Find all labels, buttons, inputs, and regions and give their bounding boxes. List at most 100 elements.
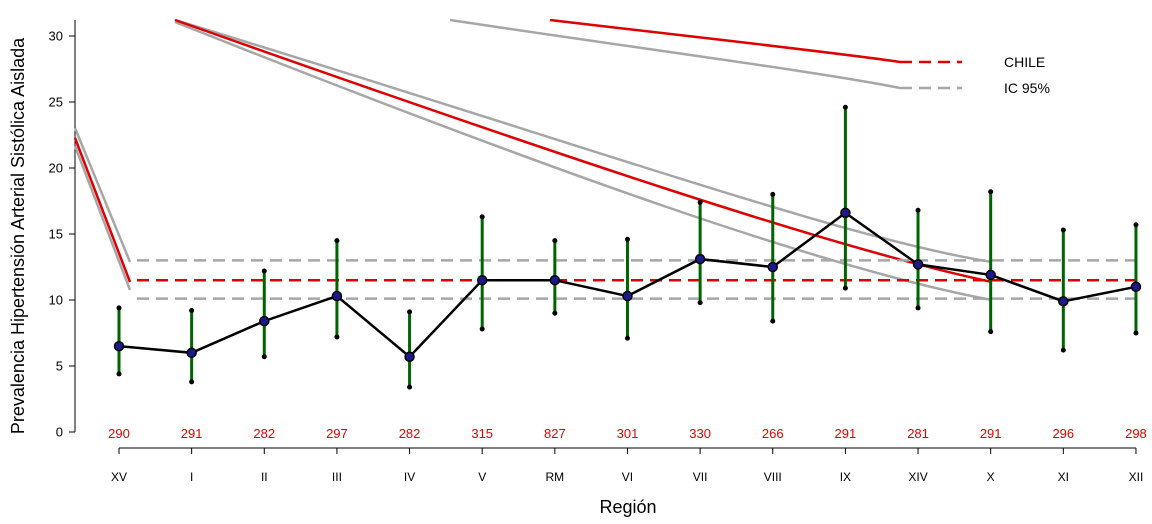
data-point xyxy=(476,274,488,286)
x-tick-label: VI xyxy=(622,470,633,484)
sample-size-label: 330 xyxy=(689,426,711,441)
x-tick-label: XV xyxy=(111,470,127,484)
error-bar-upper-cap xyxy=(407,309,413,315)
sample-size-label: 266 xyxy=(762,426,784,441)
error-bar-upper-cap xyxy=(624,236,630,242)
error-bar-upper-cap xyxy=(988,189,994,195)
error-bar-lower-cap xyxy=(988,329,994,335)
error-bar-lower-cap xyxy=(261,354,267,360)
x-tick-label: I xyxy=(190,470,193,484)
data-point xyxy=(1130,281,1142,293)
sample-size-label: 290 xyxy=(108,426,130,441)
x-tick-label: III xyxy=(332,470,342,484)
x-tick-label: X xyxy=(987,470,995,484)
y-tick-label: 10 xyxy=(49,293,63,308)
x-axis: XV I II III IV V RM VI VII VIII IX XIV X XI XII xyxy=(111,447,1144,484)
data-point xyxy=(186,347,197,359)
legend: CHILE IC 95% xyxy=(900,54,1050,96)
error-bar-lower-cap xyxy=(189,379,195,385)
data-point xyxy=(331,290,343,302)
error-bar-upper-cap xyxy=(770,191,776,197)
y-tick-label: 5 xyxy=(56,359,63,374)
sample-size-label: 282 xyxy=(253,426,275,441)
sample-size-label: 827 xyxy=(544,426,566,441)
y-axis-title: Prevalencia Hipertensión Arterial Sistól… xyxy=(8,37,28,434)
data-point xyxy=(840,207,851,219)
error-bar-lower-cap xyxy=(116,371,122,377)
data-point xyxy=(985,269,996,281)
error-bar-upper-cap xyxy=(334,238,340,244)
error-bar-lower-cap xyxy=(697,300,703,306)
x-axis-title: Región xyxy=(599,497,656,517)
error-bar-upper-cap xyxy=(116,305,122,311)
x-tick-label: IX xyxy=(840,470,851,484)
y-tick-label: 30 xyxy=(49,29,63,44)
error-bar-lower-cap xyxy=(1133,330,1139,336)
reference-lines xyxy=(137,259,1136,300)
sample-size-label: 298 xyxy=(1125,426,1147,441)
x-tick-label: XIV xyxy=(908,470,927,484)
legend-reference-label: CHILE xyxy=(1004,54,1045,70)
x-tick-label: II xyxy=(261,470,268,484)
data-points xyxy=(113,207,1142,363)
x-tick-label: VII xyxy=(693,470,708,484)
error-bar-lower-cap xyxy=(770,318,776,324)
x-tick-label: IV xyxy=(404,470,415,484)
sample-size-label: 291 xyxy=(980,426,1002,441)
sample-size-label: 297 xyxy=(326,426,348,441)
error-bar-lower-cap xyxy=(334,334,340,340)
y-tick-label: 25 xyxy=(49,95,63,110)
decorative-curves xyxy=(73,18,993,302)
error-bar-lower-cap xyxy=(842,285,848,291)
y-axis: 0 5 10 15 20 25 30 xyxy=(49,20,76,440)
error-bar-lower-cap xyxy=(552,310,558,316)
decorative-ci-curve xyxy=(73,127,132,263)
data-point xyxy=(622,290,633,302)
decorative-ci-curve xyxy=(73,145,132,291)
decorative-ci-curve xyxy=(174,18,993,264)
error-bar-lower-cap xyxy=(915,305,921,311)
data-point xyxy=(912,259,924,270)
x-tick-label: RM xyxy=(546,470,565,484)
error-bar-upper-cap xyxy=(261,268,267,274)
error-bars xyxy=(116,104,1139,390)
error-bar-upper-cap xyxy=(1060,227,1066,233)
x-tick-label: XI xyxy=(1058,470,1069,484)
x-tick-label: VIII xyxy=(764,470,782,484)
sample-size-label: 301 xyxy=(617,426,639,441)
data-point xyxy=(113,340,125,352)
decorative-ci-curve xyxy=(449,18,901,90)
sample-size-label: 282 xyxy=(399,426,421,441)
data-point xyxy=(694,253,706,265)
error-bar-upper-cap xyxy=(479,214,485,220)
error-bar-lower-cap xyxy=(407,384,413,390)
decorative-red-curve xyxy=(174,18,993,284)
sample-size-label: 291 xyxy=(835,426,857,441)
data-point xyxy=(404,351,415,363)
data-point xyxy=(1058,296,1069,307)
error-bar-upper-cap xyxy=(915,207,921,213)
error-bar-upper-cap xyxy=(189,308,195,314)
decorative-ci-curve xyxy=(174,20,993,302)
error-bar-lower-cap xyxy=(1060,347,1066,353)
error-bar-lower-cap xyxy=(479,326,485,332)
sample-size-label: 281 xyxy=(907,426,929,441)
error-bar-upper-cap xyxy=(697,199,703,205)
x-tick-label: V xyxy=(478,470,486,484)
error-bar-lower-cap xyxy=(624,335,630,341)
legend-ci-label: IC 95% xyxy=(1004,80,1050,96)
decorative-red-curve xyxy=(549,18,901,64)
x-tick-label: XII xyxy=(1129,470,1144,484)
sample-size-labels: 290 291 282 297 282 315 827 301 330 266 291 281 291 2… xyxy=(108,426,1147,441)
y-tick-label: 20 xyxy=(49,161,63,176)
error-bar-upper-cap xyxy=(552,238,558,244)
y-tick-label: 0 xyxy=(56,425,63,440)
y-tick-label: 15 xyxy=(49,227,63,242)
data-point xyxy=(549,274,561,286)
sample-size-label: 296 xyxy=(1052,426,1074,441)
error-bar-upper-cap xyxy=(1133,222,1139,228)
decorative-red-curve xyxy=(73,137,132,283)
data-point xyxy=(259,315,270,327)
sample-size-label: 315 xyxy=(471,426,493,441)
